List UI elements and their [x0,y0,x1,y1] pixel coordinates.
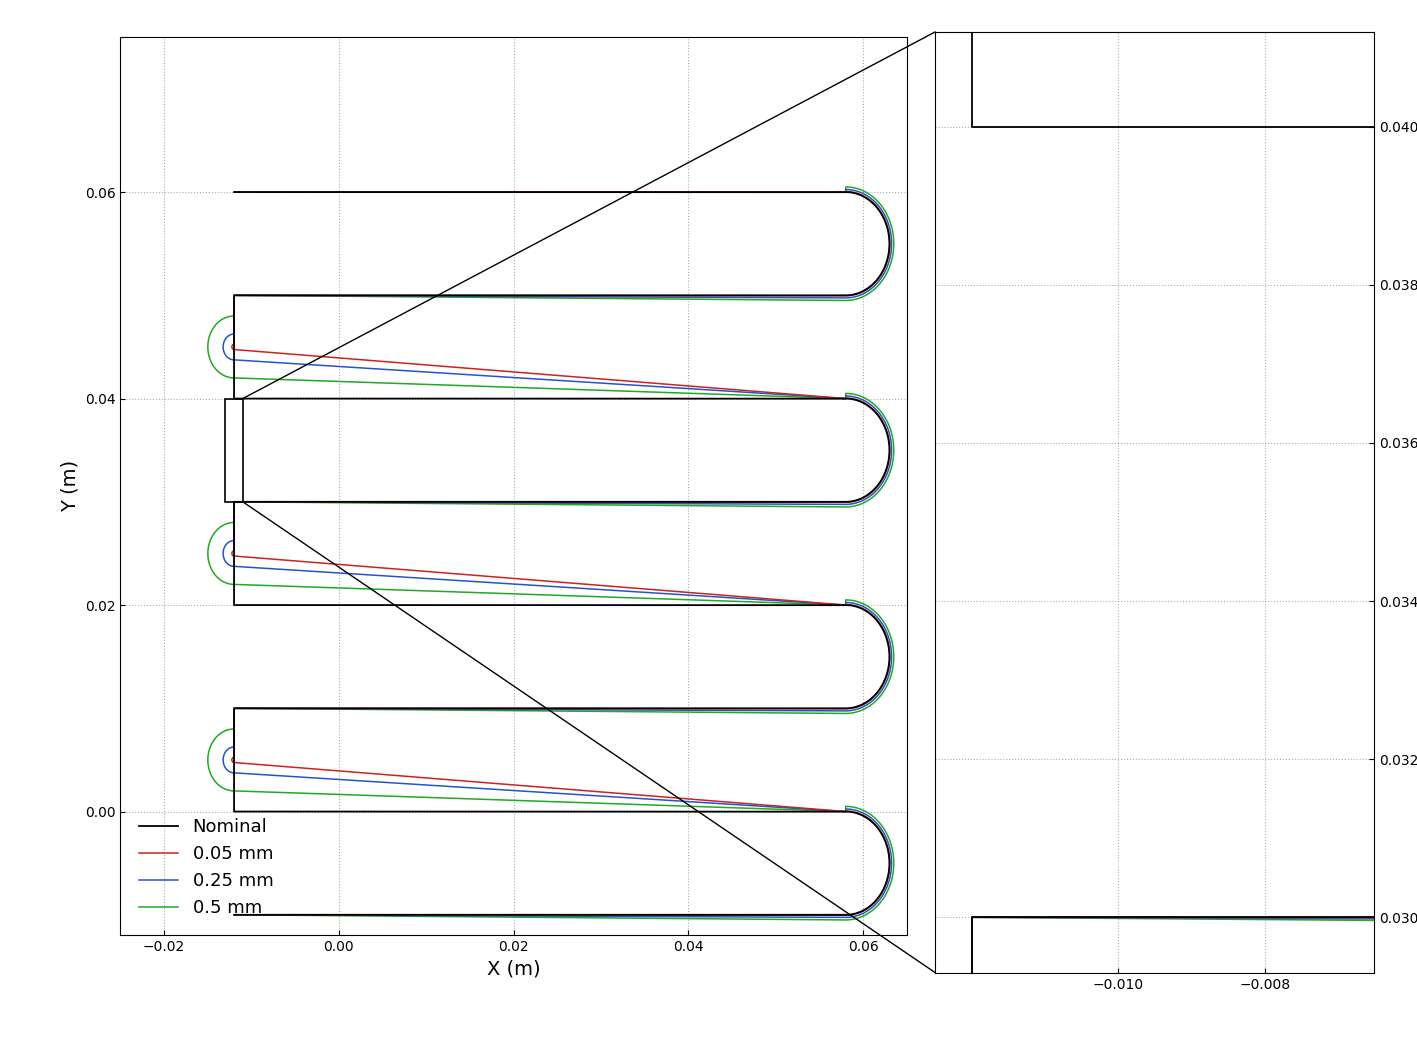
Bar [225,399,242,502]
X-axis label: X (m): X (m) [487,960,540,979]
Legend: Nominal, 0.05 mm, 0.25 mm, 0.5 mm: Nominal, 0.05 mm, 0.25 mm, 0.5 mm [129,809,282,927]
Y-axis label: Y (m): Y (m) [61,460,79,512]
